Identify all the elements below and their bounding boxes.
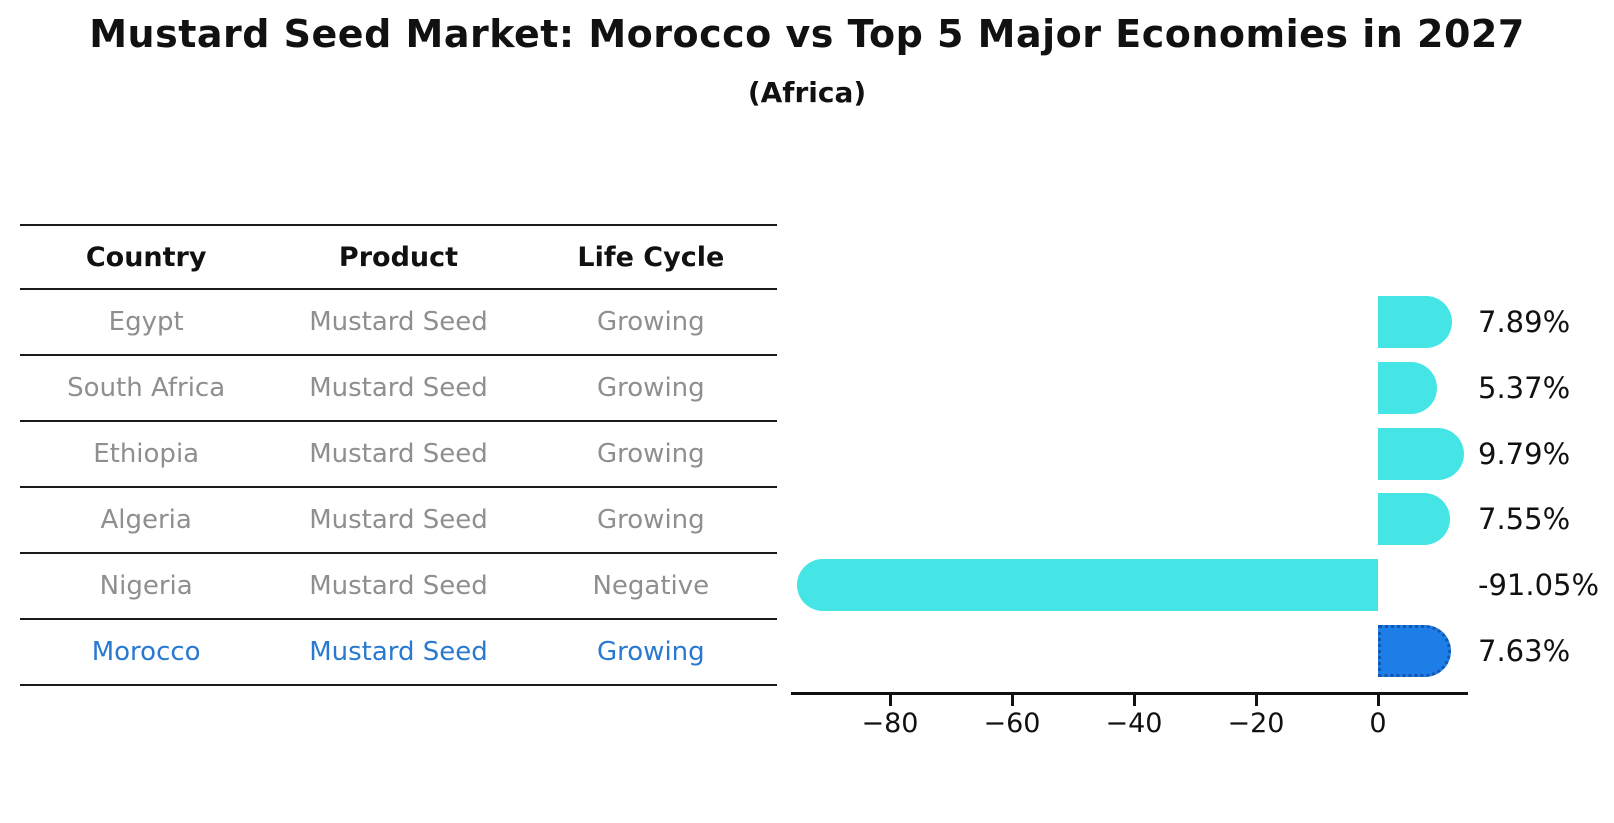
country-cell: Nigeria — [99, 571, 193, 601]
x-tick-label: −40 — [1105, 708, 1163, 739]
bar-south-africa — [1378, 361, 1437, 414]
x-tick-label: −60 — [983, 708, 1041, 739]
x-tick-label: −20 — [1227, 708, 1285, 739]
column-header-product: Product — [338, 241, 459, 273]
table-row: South Africa Mustard Seed Growing — [20, 355, 777, 421]
table-row: Algeria Mustard Seed Growing — [20, 487, 777, 553]
life-cycle-cell: Growing — [597, 439, 705, 469]
table-row: Egypt Mustard Seed Growing — [20, 289, 777, 355]
value-label: 7.89% — [1478, 305, 1571, 339]
bar-algeria — [1378, 493, 1451, 546]
life-cycle-cell: Growing — [597, 307, 705, 337]
life-cycle-cell: Negative — [592, 571, 710, 601]
life-cycle-cell: Growing — [597, 373, 705, 403]
bar-nigeria — [796, 559, 1378, 612]
column-header-life-cycle: Life Cycle — [577, 241, 725, 273]
table-row: Nigeria Mustard Seed Negative — [20, 553, 777, 619]
country-cell: Egypt — [108, 307, 184, 337]
value-label: 7.55% — [1478, 502, 1571, 537]
bar-morocco — [1378, 625, 1451, 677]
country-cell: Morocco — [91, 637, 201, 667]
x-tick-mark — [1255, 694, 1258, 706]
x-tick-mark — [1011, 694, 1014, 706]
table-row: Ethiopia Mustard Seed Growing — [20, 421, 777, 487]
country-cell: Algeria — [100, 505, 192, 535]
x-tick-mark — [1133, 694, 1136, 706]
column-header-country: Country — [85, 241, 207, 273]
country-cell: South Africa — [67, 373, 226, 403]
value-label: 5.37% — [1478, 370, 1571, 405]
value-label: 7.63% — [1478, 634, 1571, 668]
product-cell: Mustard Seed — [309, 373, 488, 403]
table-header-row: Country Product Life Cycle — [20, 225, 777, 289]
chart-subtitle: (Africa) — [747, 76, 867, 109]
life-cycle-cell: Growing — [597, 505, 705, 535]
country-cell: Ethiopia — [93, 439, 200, 469]
x-tick-label: −80 — [861, 708, 919, 739]
x-tick-label: 0 — [1369, 708, 1387, 739]
x-tick-mark — [889, 694, 892, 706]
x-tick-mark — [1377, 694, 1380, 706]
table-header: Country Product Life Cycle — [20, 225, 777, 289]
country-table: Country Product Life Cycle Egypt Mustard … — [20, 224, 777, 686]
bar-egypt — [1378, 296, 1453, 348]
product-cell: Mustard Seed — [309, 505, 488, 535]
chart-title: Mustard Seed Market: Morocco vs Top 5 Ma… — [89, 12, 1525, 56]
table-body: Egypt Mustard Seed Growing South Africa Must… — [20, 289, 777, 685]
x-axis-line — [791, 692, 1468, 695]
value-label: 9.79% — [1478, 436, 1571, 471]
bar-ethiopia — [1378, 427, 1464, 480]
product-cell: Mustard Seed — [309, 439, 488, 469]
value-label: -91.05% — [1478, 568, 1600, 603]
life-cycle-cell: Growing — [597, 637, 705, 667]
product-cell: Mustard Seed — [309, 637, 488, 667]
product-cell: Mustard Seed — [309, 307, 488, 337]
table-row: Morocco Mustard Seed Growing — [20, 619, 777, 685]
product-cell: Mustard Seed — [309, 571, 488, 601]
